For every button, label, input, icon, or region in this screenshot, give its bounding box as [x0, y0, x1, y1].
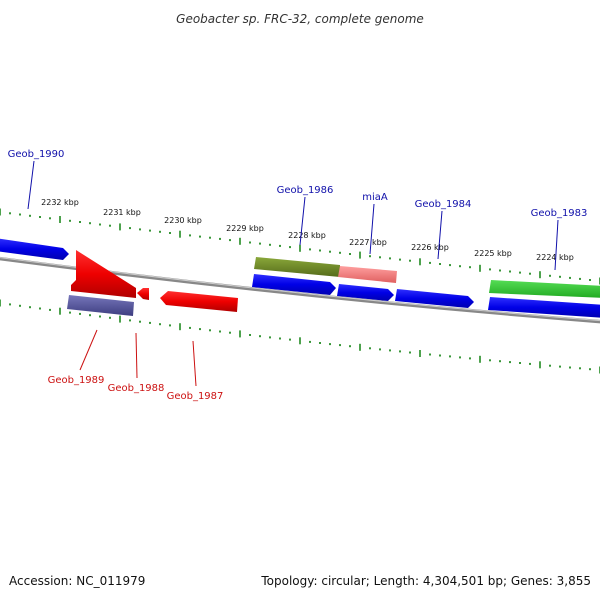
map-title: Geobacter sp. FRC-32, complete genome: [176, 12, 424, 26]
tick-label: 2232 kbp: [41, 198, 79, 207]
label-leader-line: [192, 340, 197, 387]
label-leader-line: [554, 219, 559, 271]
gene-labels-below: Geob_1989 Geob_1988 Geob_1987: [48, 329, 224, 402]
label-leader-line: [27, 160, 35, 210]
label-leader-line: [135, 332, 138, 379]
tick-label: 2226 kbp: [411, 243, 449, 252]
outer-tick-ruler: [0, 208, 600, 285]
gene-geob-1983-green[interactable]: [489, 280, 600, 298]
gene-label-geob-1988: Geob_1988: [108, 383, 165, 394]
gene-miaa[interactable]: [337, 284, 394, 301]
gene-geob-1989-red[interactable]: [71, 250, 136, 298]
tick-label: 2224 kbp: [536, 253, 574, 262]
gene-label-geob-1986: Geob_1986: [277, 185, 334, 196]
kbp-tick-labels: 2232 kbp 2231 kbp 2230 kbp 2229 kbp 2228…: [41, 198, 574, 262]
gene-label-geob-1983: Geob_1983: [531, 208, 588, 219]
gene-label-geob-1987: Geob_1987: [167, 391, 224, 402]
gene-geob-1986[interactable]: [252, 274, 336, 295]
label-leader-line: [437, 210, 443, 260]
label-leader-line: [79, 329, 98, 371]
tick-label: 2229 kbp: [226, 224, 264, 233]
tick-label: 2227 kbp: [349, 238, 387, 247]
gene-miaa-pink[interactable]: [338, 266, 397, 283]
forward-strand-features: [0, 238, 600, 318]
tick-label: 2225 kbp: [474, 249, 512, 258]
gene-label-geob-1989: Geob_1989: [48, 375, 105, 386]
gene-geob-1990[interactable]: [0, 238, 69, 260]
gene-labels-above: Geob_1990 Geob_1986 miaA Geob_1984 Geob_…: [8, 149, 588, 271]
gene-geob-1989[interactable]: [67, 295, 134, 316]
accession-text: Accession: NC_011979: [9, 574, 145, 588]
gene-label-miaa: miaA: [362, 192, 388, 203]
label-leader-line: [299, 196, 306, 246]
gene-geob-1987[interactable]: [160, 291, 238, 312]
gene-geob-1988[interactable]: [137, 288, 149, 300]
label-leader-line: [369, 203, 375, 255]
tick-label: 2228 kbp: [288, 231, 326, 240]
inner-tick-ruler: [0, 299, 600, 374]
tick-label: 2230 kbp: [164, 216, 202, 225]
gene-label-geob-1984: Geob_1984: [415, 199, 472, 210]
reverse-strand-features: [67, 250, 238, 316]
gene-geob-1983[interactable]: [488, 297, 600, 318]
tick-label: 2231 kbp: [103, 208, 141, 217]
genome-summary-text: Topology: circular; Length: 4,304,501 bp…: [260, 574, 591, 588]
gene-geob-1986-olive[interactable]: [254, 257, 340, 277]
gene-label-geob-1990: Geob_1990: [8, 149, 65, 160]
gene-geob-1984[interactable]: [395, 289, 474, 308]
